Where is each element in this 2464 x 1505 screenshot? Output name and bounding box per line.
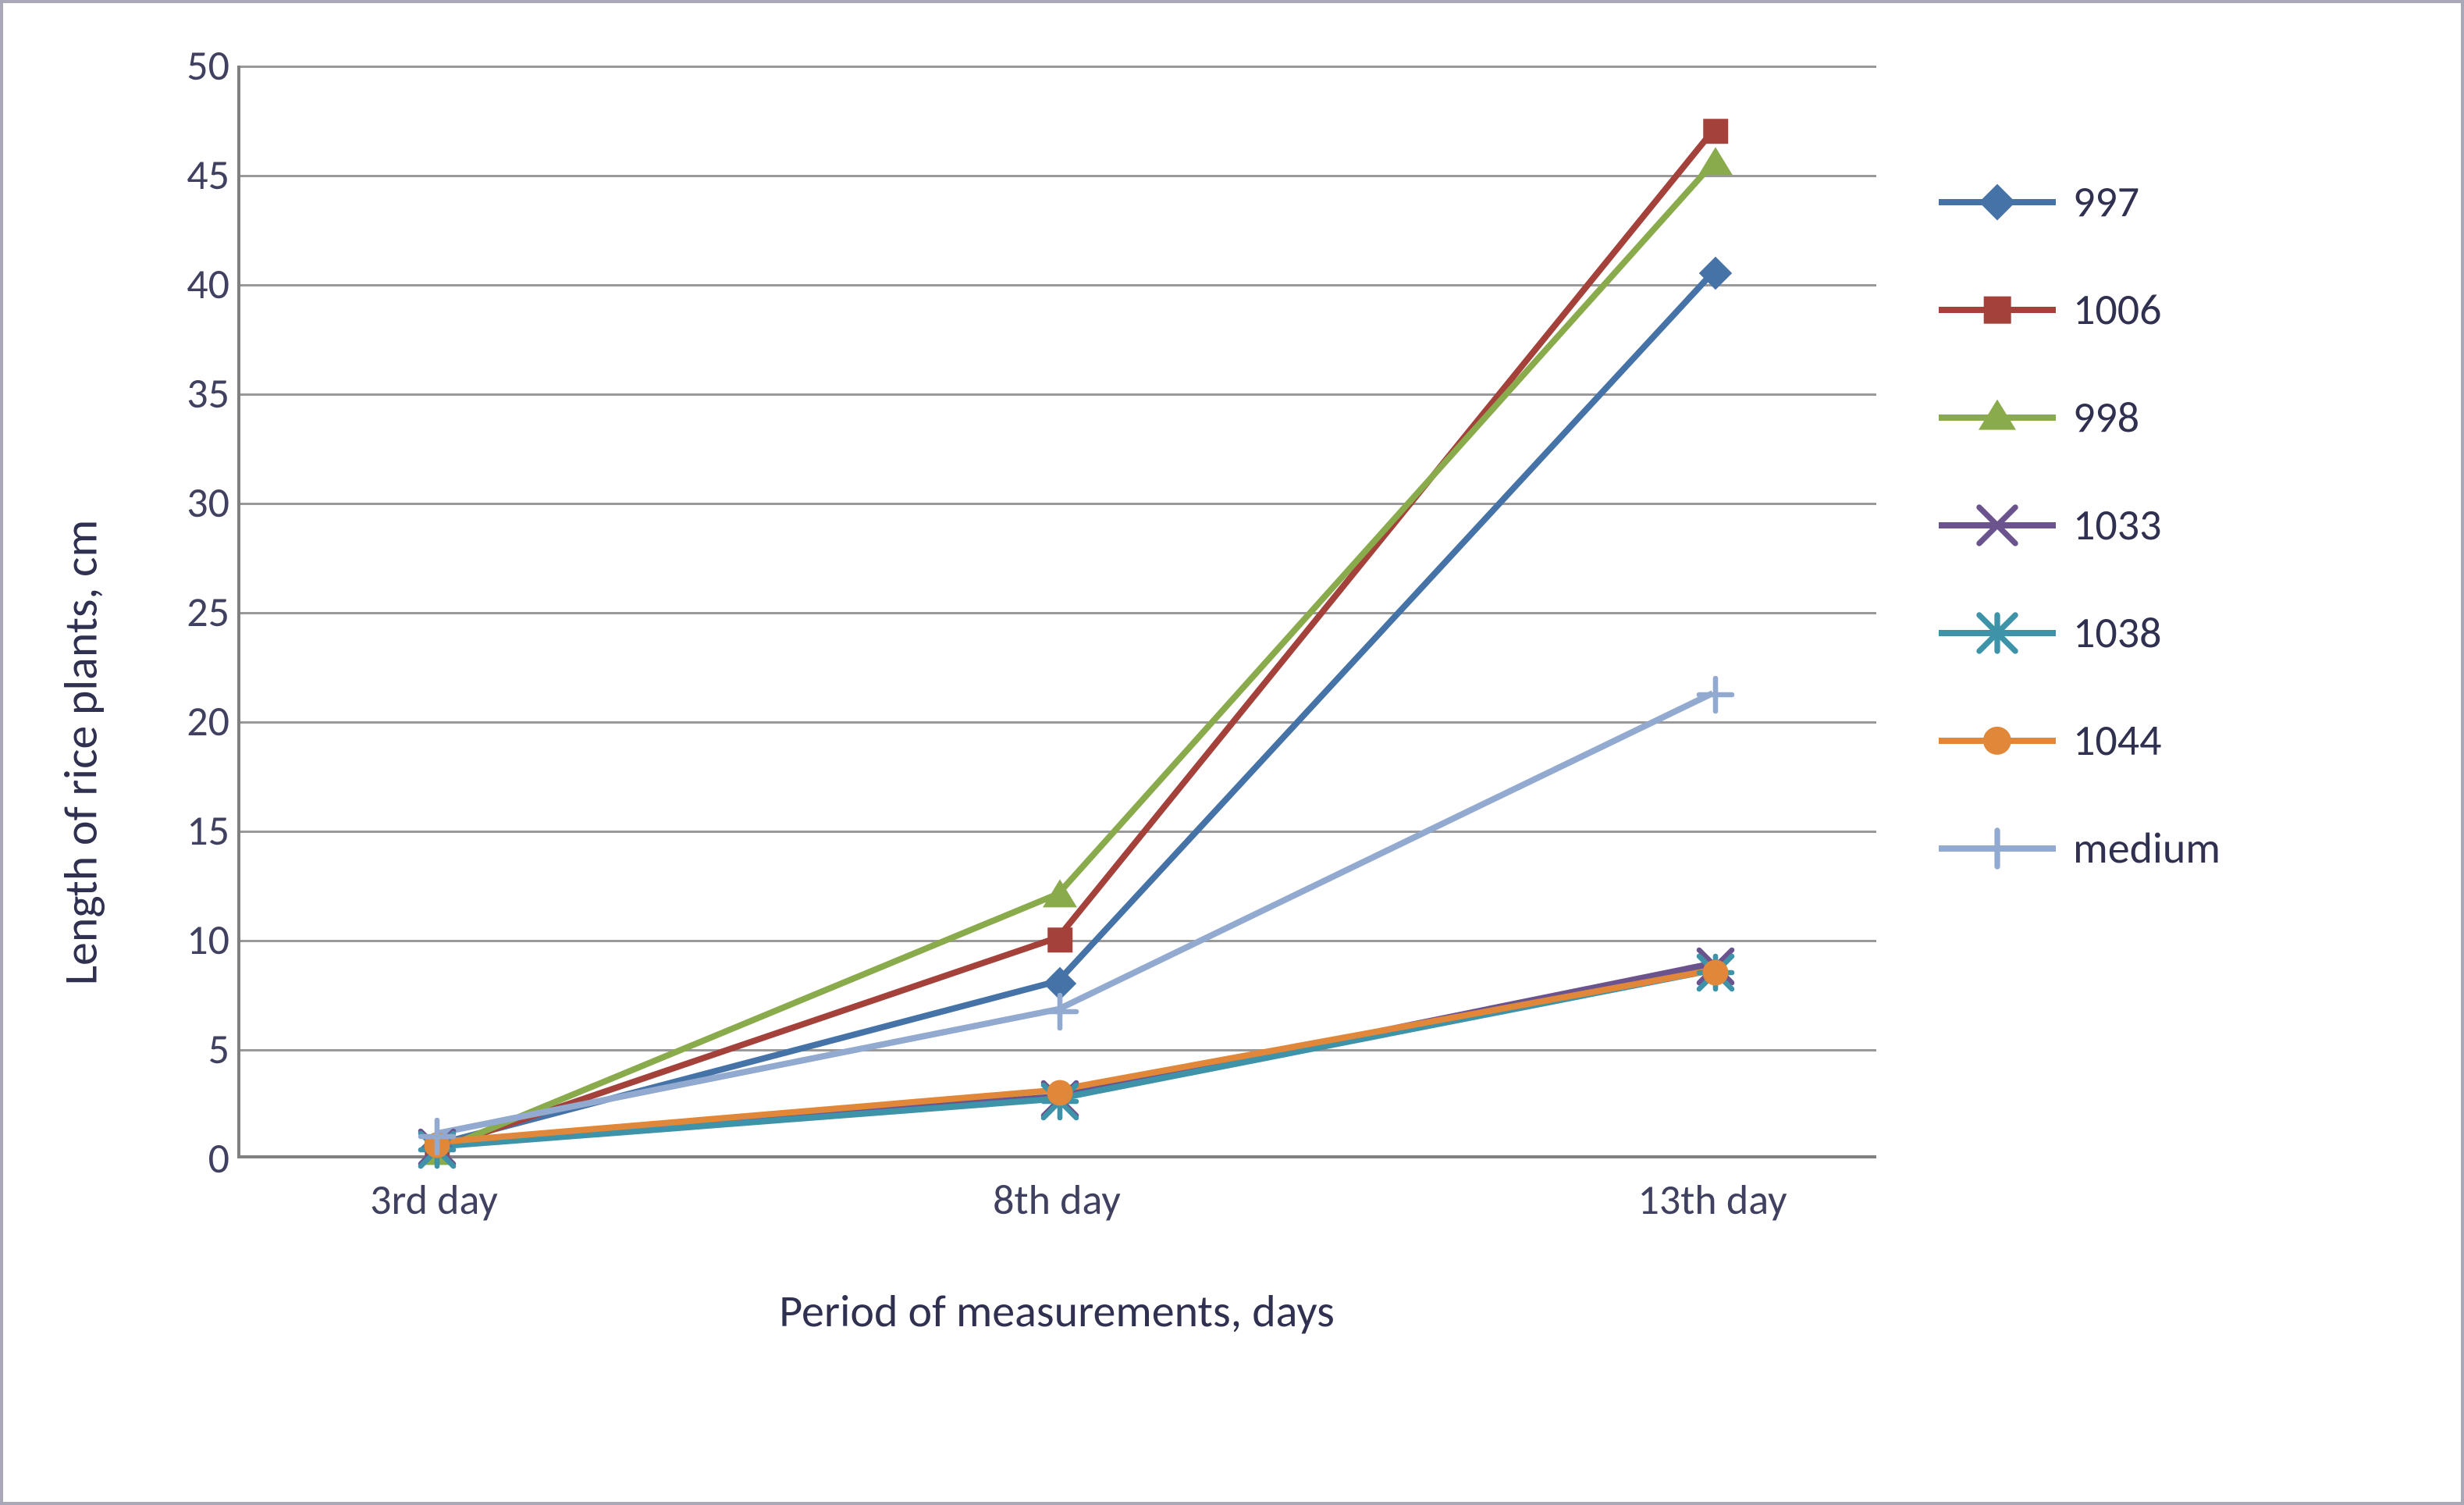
legend-swatch [1939, 390, 2056, 445]
legend-label: 998 [2073, 391, 2139, 444]
series-markers [240, 66, 1876, 1155]
y-tick-label: 40 [136, 258, 229, 310]
plot-area [237, 66, 1876, 1158]
chart-container: Length of rice plants, cm Period of meas… [0, 0, 2464, 1505]
y-tick-label: 0 [136, 1133, 229, 1184]
legend-item: 998 [1939, 390, 2423, 445]
y-tick-label: 5 [136, 1023, 229, 1075]
legend-item: medium [1939, 821, 2423, 876]
legend-label: 997 [2073, 176, 2139, 229]
x-tick-label: 8th day [993, 1174, 1121, 1226]
legend-label: 1006 [2073, 283, 2162, 336]
chart-inner: Length of rice plants, cm Period of meas… [34, 34, 2430, 1471]
legend-item: 1038 [1939, 606, 2423, 660]
legend-label: 1038 [2073, 607, 2162, 660]
x-tick-label: 13th day [1637, 1174, 1787, 1226]
legend-swatch [1939, 175, 2056, 229]
legend-label: medium [2073, 822, 2220, 875]
legend-item: 997 [1939, 175, 2423, 229]
legend-swatch [1939, 498, 2056, 553]
legend: 997 1006 998 1033 1038 1044 medium [1939, 175, 2423, 929]
legend-label: 1033 [2073, 499, 2162, 552]
y-tick-label: 10 [136, 914, 229, 966]
x-tick-label: 3rd day [370, 1174, 498, 1226]
legend-swatch [1939, 606, 2056, 660]
y-tick-label: 30 [136, 477, 229, 528]
legend-item: 1033 [1939, 498, 2423, 553]
y-tick-label: 50 [136, 40, 229, 91]
y-tick-label: 45 [136, 149, 229, 201]
legend-swatch [1939, 283, 2056, 337]
y-tick-label: 35 [136, 368, 229, 419]
legend-swatch [1939, 821, 2056, 876]
legend-item: 1006 [1939, 283, 2423, 337]
y-axis-title: Length of rice plants, cm [53, 520, 110, 986]
legend-label: 1044 [2073, 714, 2162, 767]
legend-item: 1044 [1939, 713, 2423, 768]
legend-swatch [1939, 713, 2056, 768]
x-axis-title: Period of measurements, days [237, 1283, 1876, 1339]
y-tick-label: 25 [136, 586, 229, 638]
y-tick-label: 15 [136, 805, 229, 856]
y-tick-label: 20 [136, 696, 229, 747]
